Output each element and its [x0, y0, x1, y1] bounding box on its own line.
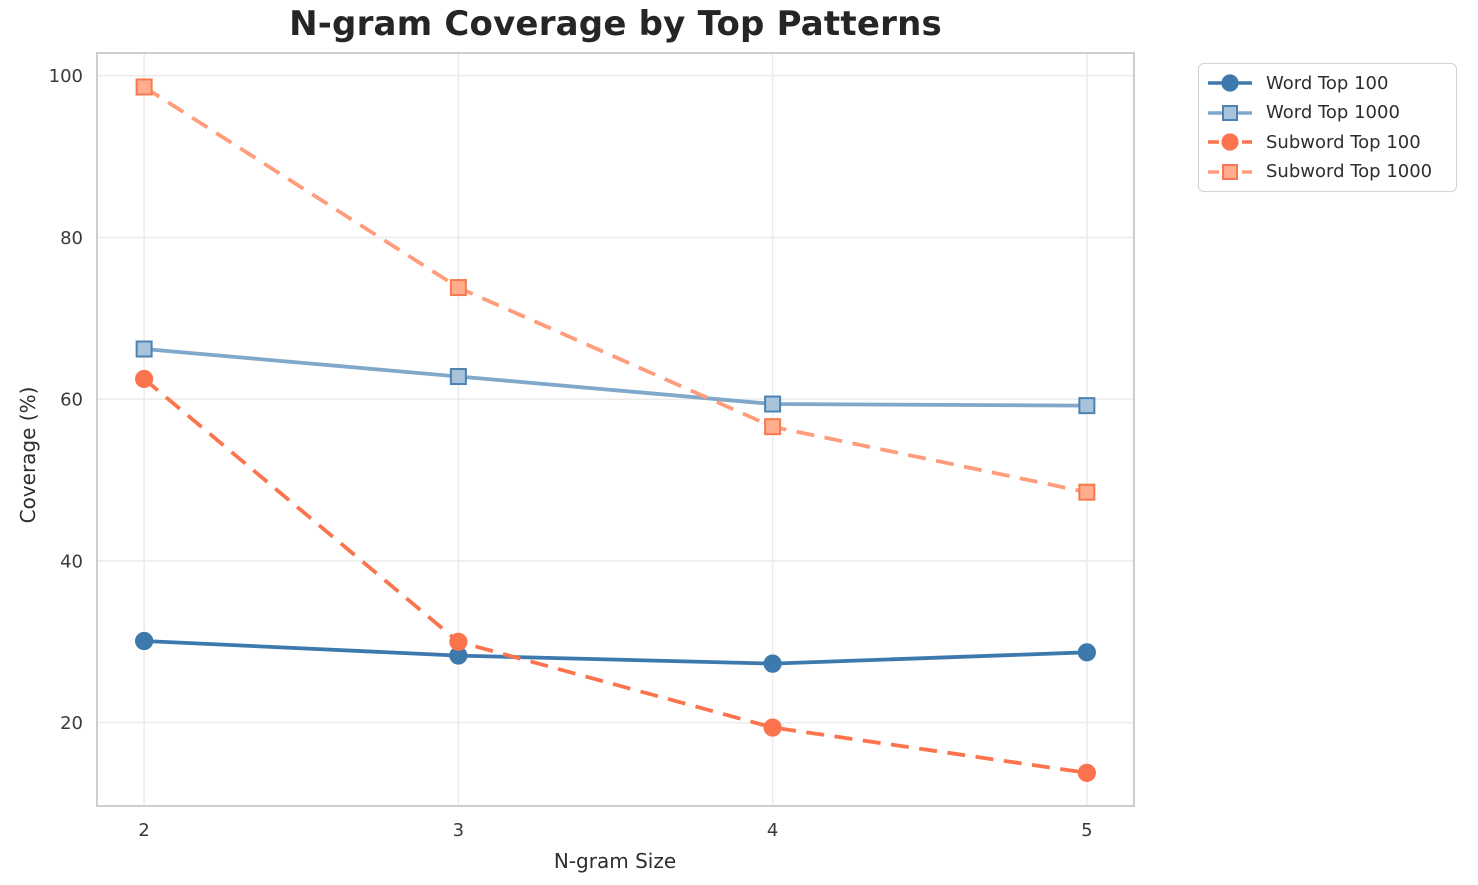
data-point-word-top-100 [1077, 643, 1096, 662]
data-point-word-top-1000 [764, 395, 782, 413]
legend-item: Subword Top 100 [1207, 128, 1448, 157]
legend-label: Subword Top 100 [1266, 131, 1421, 153]
series-layer [135, 78, 1096, 782]
legend-swatch-square-icon [1208, 104, 1252, 121]
x-tick-label: 5 [1081, 820, 1092, 841]
legend-label: Subword Top 1000 [1266, 161, 1433, 183]
data-point-word-top-100 [135, 631, 154, 651]
data-point-subword-top-100 [763, 718, 782, 737]
y-axis-label: Coverage (%) [16, 386, 40, 524]
data-point-subword-top-1000 [135, 78, 153, 96]
x-axis-label: N-gram Size [553, 849, 677, 873]
data-point-word-top-100 [763, 654, 782, 673]
data-point-subword-top-1000 [449, 279, 467, 297]
series-line-word-top-1000 [143, 347, 1087, 408]
legend-swatch-circle-icon [1208, 74, 1252, 92]
legend-marker [1221, 74, 1239, 92]
data-point-word-top-1000 [1078, 397, 1096, 415]
legend-item: Word Top 100 [1207, 69, 1448, 98]
grid-layer [97, 53, 1134, 806]
data-point-subword-top-100 [449, 632, 468, 651]
tick-layer: 20 40 60 80 100 2 3 4 5 [49, 66, 1093, 841]
data-point-word-top-1000 [449, 368, 467, 386]
y-tick-label: 60 [60, 390, 83, 411]
chart-title: N-gram Coverage by Top Patterns [289, 4, 942, 44]
legend-marker [1222, 104, 1238, 121]
legend-swatch-circle-icon [1208, 133, 1252, 151]
legend-label: Word Top 100 [1266, 72, 1389, 94]
y-tick-label: 20 [60, 713, 83, 734]
data-point-subword-top-100 [1077, 763, 1096, 782]
legend-item: Subword Top 1000 [1207, 157, 1448, 186]
axes-frame [96, 52, 1135, 807]
legend-item: Word Top 1000 [1207, 98, 1448, 127]
legend-label: Word Top 1000 [1266, 102, 1400, 124]
data-point-subword-top-1000 [764, 418, 782, 436]
legend-swatch-square-icon [1208, 163, 1252, 180]
x-tick-label: 3 [453, 820, 464, 841]
legend-marker [1222, 163, 1238, 180]
legend-marker [1221, 133, 1239, 151]
x-tick-label: 2 [138, 820, 149, 841]
x-tick-label: 4 [767, 820, 778, 841]
series-line-subword-top-100 [142, 377, 1088, 775]
series-line-subword-top-1000 [143, 85, 1088, 495]
y-tick-label: 100 [49, 66, 83, 87]
data-point-subword-top-100 [135, 369, 154, 389]
legend: Word Top 100 Word Top 1000 Subword Top 1… [1198, 63, 1457, 192]
y-tick-label: 80 [60, 228, 83, 249]
data-point-word-top-1000 [135, 340, 153, 358]
data-point-subword-top-1000 [1078, 483, 1096, 501]
y-tick-label: 40 [60, 551, 83, 572]
series-line-word-top-100 [144, 639, 1087, 666]
